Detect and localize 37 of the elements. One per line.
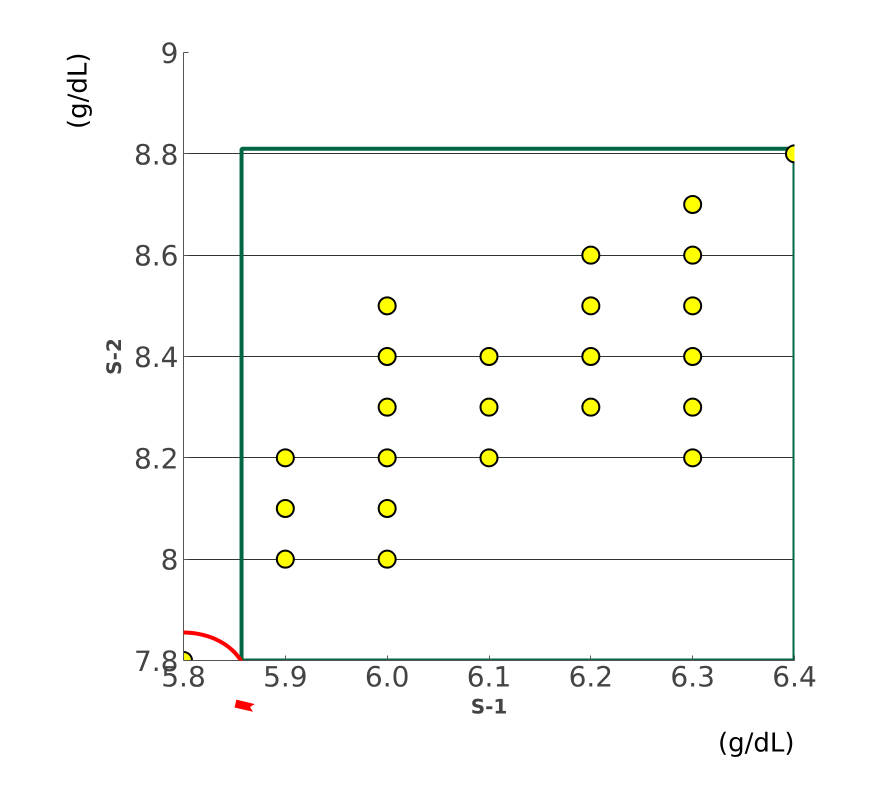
- point: [276, 499, 295, 518]
- point: [378, 448, 397, 468]
- point: [276, 550, 295, 569]
- point: [581, 296, 600, 316]
- point: [378, 398, 397, 417]
- x-tick-label: 6.0: [364, 660, 410, 694]
- point: [480, 398, 498, 417]
- point: [683, 195, 702, 214]
- x-tick-label: 6.2: [568, 660, 614, 694]
- x-tick-label: 6.3: [670, 660, 715, 694]
- point: [683, 347, 702, 366]
- y-tick-label: 9: [160, 37, 179, 70]
- point: [683, 246, 702, 265]
- y-tick-label: 8: [160, 544, 179, 577]
- y-tick-label: 8.2: [134, 442, 178, 476]
- point: [581, 347, 600, 366]
- point: [378, 550, 397, 569]
- point: [378, 347, 397, 366]
- y-tick-label: 8.8: [134, 138, 178, 172]
- point: [683, 448, 702, 468]
- point: [480, 448, 498, 468]
- x-tick-label: 6.4: [772, 660, 817, 694]
- text: (g/dL): [64, 52, 94, 130]
- point: [581, 398, 600, 417]
- y-tick-label: 8.4: [134, 341, 178, 374]
- point: [276, 448, 295, 468]
- x-tick-label: 5.9: [263, 660, 308, 694]
- text: (g/dL): [718, 728, 795, 758]
- point: [683, 296, 702, 316]
- x-tick-label: 6.1: [466, 660, 512, 694]
- point: [378, 296, 397, 316]
- point: [683, 398, 702, 417]
- point: [480, 347, 498, 366]
- point: [581, 246, 600, 265]
- point: [378, 499, 397, 518]
- y-tick-label: 8.6: [134, 240, 178, 273]
- y-axis-title: S-2: [102, 338, 126, 375]
